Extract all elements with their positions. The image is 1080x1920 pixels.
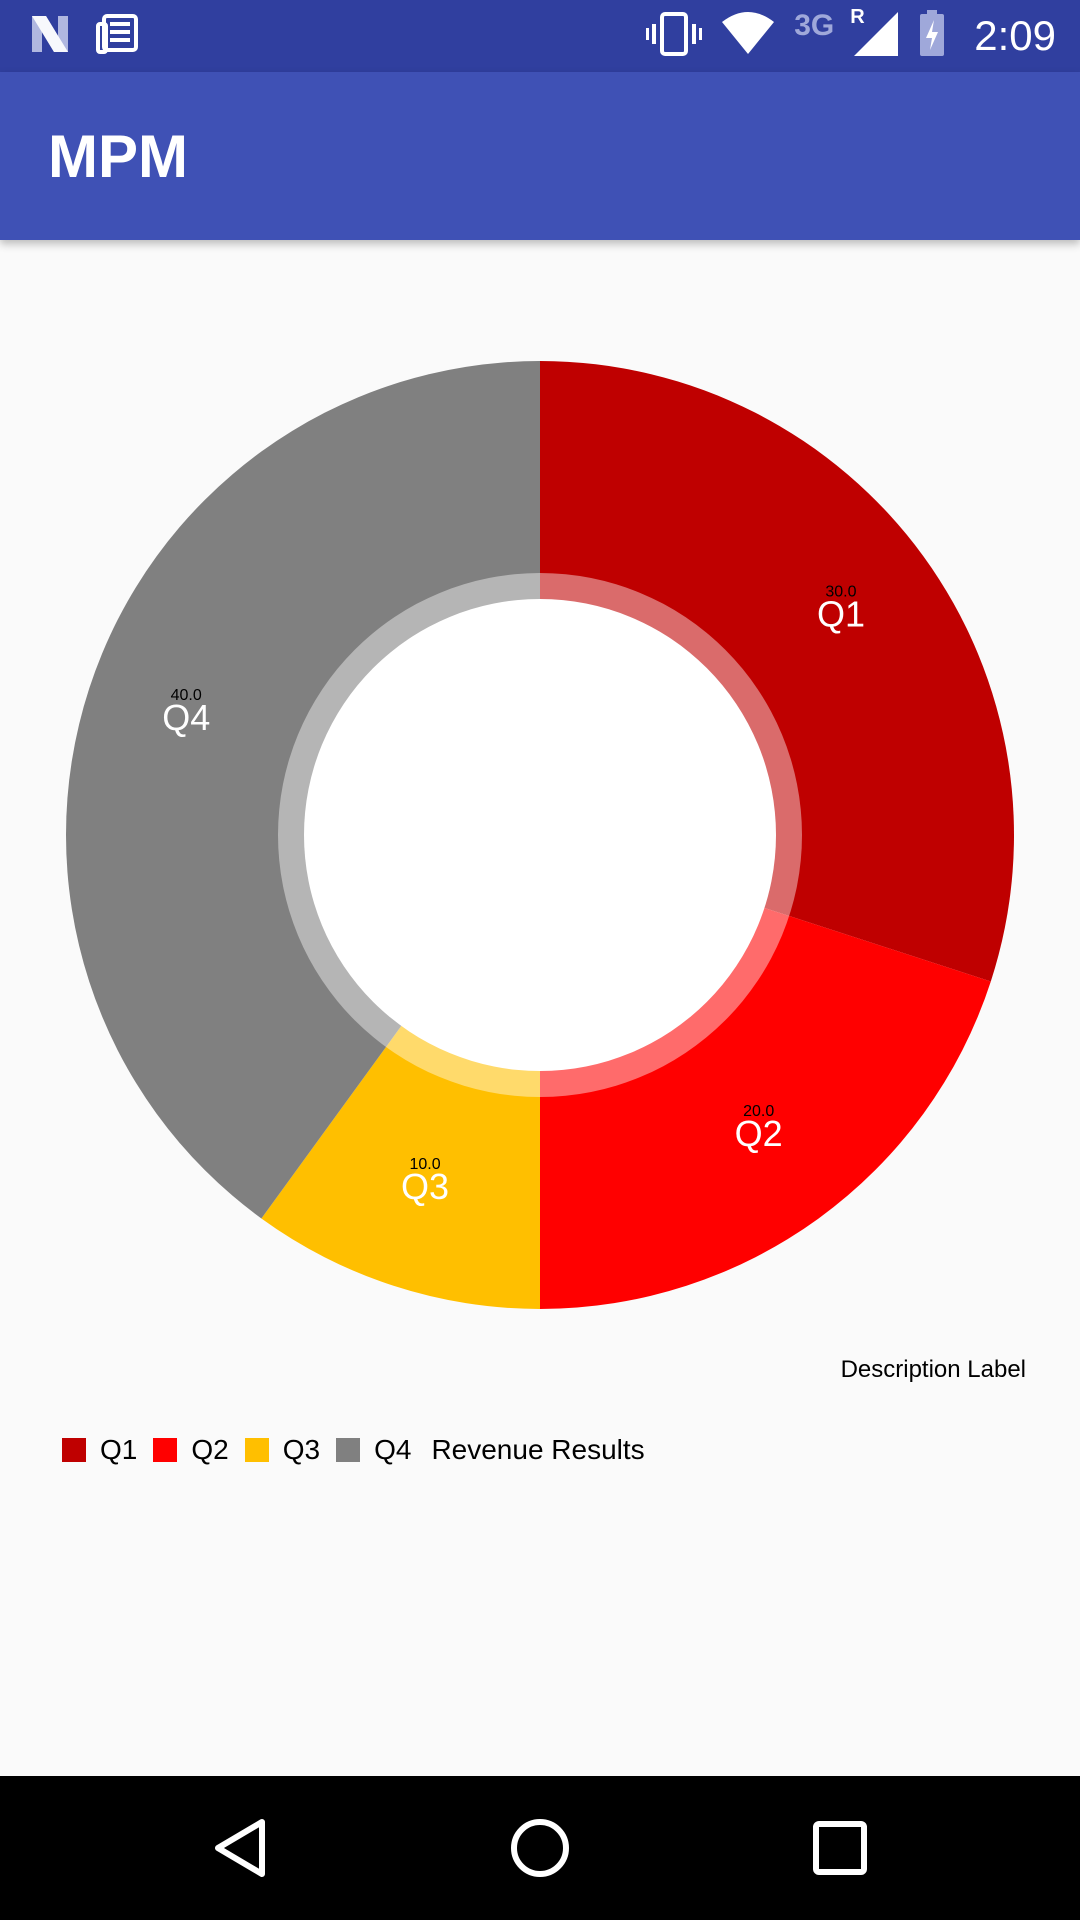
legend-swatch	[336, 1438, 361, 1462]
chart-legend: Q1 Q2 Q3 Q4 Revenue Results	[62, 1430, 645, 1470]
legend-label: Q3	[282, 1434, 321, 1465]
pie-slice-q4[interactable]	[66, 361, 541, 1219]
legend-label: Q2	[191, 1434, 229, 1465]
slice-value-label: 20.0	[743, 1103, 774, 1120]
pie-chart[interactable]: 30.0Q1 20.0Q2 10.0Q3 40.0Q4	[0, 240, 1080, 1340]
legend-item-q2: Q2	[153, 1434, 229, 1466]
slice-value-label: 30.0	[825, 583, 856, 600]
slice-category-label: Q2	[735, 1113, 783, 1154]
slice-category-label: Q4	[162, 697, 210, 738]
legend-item-q1: Q1	[62, 1434, 137, 1466]
chart-description: Description Label	[840, 1356, 1026, 1383]
legend-swatch	[62, 1438, 86, 1462]
slice-value-label: 10.0	[409, 1156, 440, 1173]
slice-category-label: Q1	[817, 593, 865, 634]
battery-charging-icon	[918, 9, 946, 63]
wifi-icon	[720, 10, 776, 63]
home-icon[interactable]	[504, 1812, 576, 1884]
legend-label: Q4	[374, 1434, 412, 1465]
cell-signal-icon: R	[850, 6, 900, 63]
slice-value-label: 40.0	[171, 687, 202, 704]
status-bar: 3G R 2:09	[0, 0, 1080, 72]
network-type-label: 3G	[794, 9, 835, 42]
app-title: MPM	[48, 123, 188, 190]
navigation-bar	[0, 1776, 1080, 1920]
roaming-label: R	[850, 5, 865, 28]
donut-hole	[304, 599, 776, 1071]
back-icon[interactable]	[204, 1812, 276, 1884]
legend-swatch	[244, 1438, 269, 1462]
legend-item-q3: Q3	[244, 1434, 321, 1466]
legend-title: Revenue Results	[431, 1434, 645, 1465]
vibrate-icon	[646, 10, 703, 63]
status-time: 2:09	[974, 12, 1056, 59]
news-icon	[96, 12, 140, 61]
legend-item-q4: Q4	[336, 1434, 411, 1466]
app-bar: MPM	[0, 72, 1080, 240]
legend-label: Q1	[100, 1434, 138, 1465]
chart-area: 30.0 Q1 20.0 Q2 10.0 Q3 40.0 Q4 Description Lab…	[0, 240, 1080, 1776]
recents-icon[interactable]	[804, 1812, 876, 1884]
slice-category-label: Q3	[401, 1166, 449, 1207]
legend-swatch	[153, 1438, 178, 1462]
notification-n-icon	[28, 12, 72, 61]
